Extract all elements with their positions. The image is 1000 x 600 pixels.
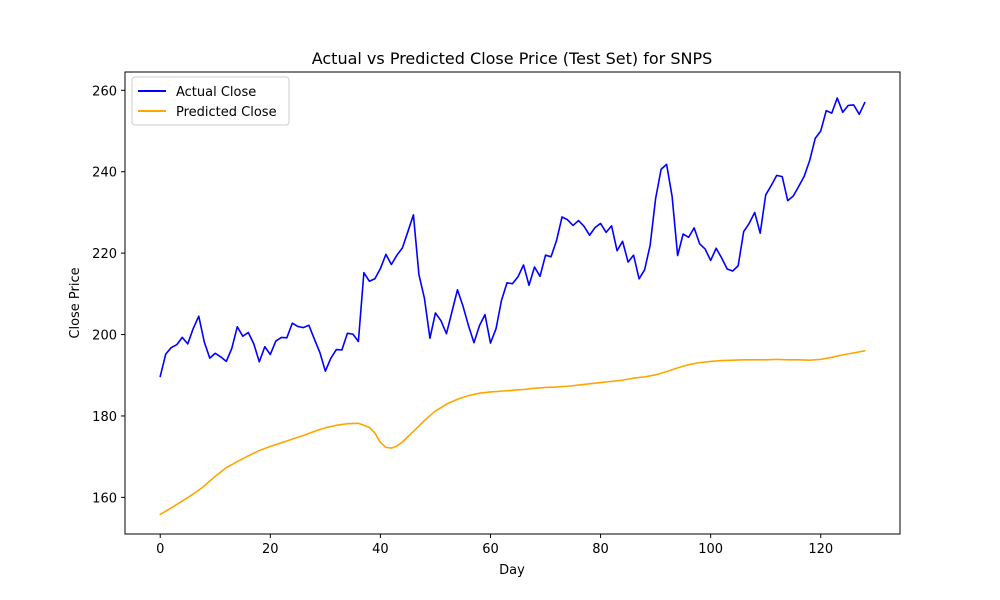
x-axis-ticks: 0 20 40 60 80 100 120 bbox=[156, 534, 833, 557]
y-tick-label: 180 bbox=[92, 410, 117, 425]
x-tick-label: 120 bbox=[808, 542, 833, 557]
series-line-actual-close bbox=[159, 97, 866, 378]
y-axis-ticks: 160 180 200 220 240 260 bbox=[92, 84, 125, 506]
axes-frame bbox=[124, 71, 901, 535]
x-tick-label: 100 bbox=[698, 542, 723, 557]
legend-box bbox=[131, 76, 290, 126]
y-tick-label: 200 bbox=[92, 329, 117, 344]
chart-title: Actual vs Predicted Close Price (Test Se… bbox=[312, 49, 713, 68]
series-line-predicted-close bbox=[159, 350, 866, 516]
legend: Actual Close Predicted Close bbox=[131, 76, 290, 126]
x-tick-label: 80 bbox=[592, 542, 609, 557]
y-axis-label: Close Price bbox=[68, 267, 83, 338]
x-tick-label: 20 bbox=[262, 542, 279, 557]
y-tick-label: 260 bbox=[92, 84, 117, 99]
series-layer bbox=[159, 97, 866, 516]
y-tick-label: 220 bbox=[92, 247, 117, 262]
y-tick-label: 240 bbox=[92, 166, 117, 181]
legend-label-actual-close: Actual Close bbox=[176, 85, 256, 100]
x-tick-label: 60 bbox=[482, 542, 499, 557]
x-tick-label: 40 bbox=[372, 542, 389, 557]
legend-label-predicted-close: Predicted Close bbox=[176, 105, 277, 120]
x-tick-label: 0 bbox=[156, 542, 164, 557]
y-tick-label: 160 bbox=[92, 491, 117, 506]
x-axis-label: Day bbox=[499, 563, 525, 578]
